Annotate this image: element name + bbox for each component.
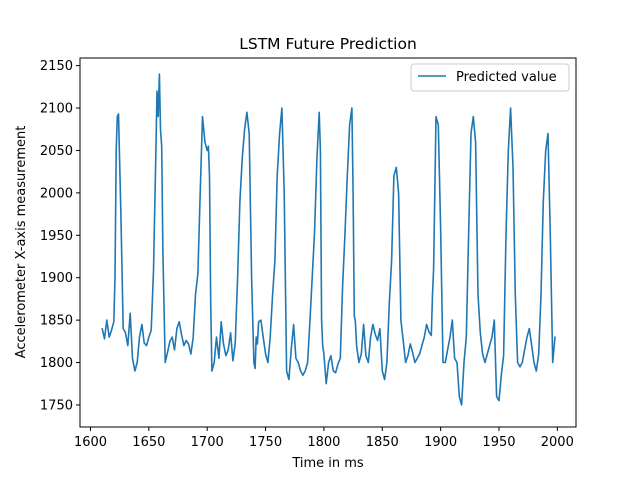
y-tick-label: 2050 [40,144,73,159]
x-axis-ticks: 1600 1650 1700 1750 1800 1850 1900 1950 2000 [74,427,574,450]
x-tick-label: 1750 [249,435,282,450]
legend-box [410,63,570,92]
y-tick-label: 2000 [40,186,73,201]
y-tick-label: 1900 [40,271,73,286]
x-tick-label: 1900 [424,435,457,450]
y-axis-label: Accelerometer X-axis measurement [14,126,29,359]
y-tick-label: 2150 [40,59,73,74]
x-tick-label: 1800 [307,435,340,450]
y-tick-label: 1950 [40,229,73,244]
plot-frame [79,57,577,428]
series-line-predicted-value [101,73,556,406]
legend-label: Predicted value [456,70,557,85]
y-tick-label: 2100 [40,102,73,117]
plot-area [101,73,556,406]
y-tick-label: 1800 [40,356,73,371]
x-tick-label: 1600 [74,435,107,450]
chart-title: LSTM Future Prediction [239,35,417,53]
x-tick-label: 1700 [191,435,224,450]
x-axis-label: Time in ms [291,456,364,471]
y-tick-label: 1850 [40,314,73,329]
x-tick-label: 2000 [541,435,574,450]
y-axis-ticks: 1750 1800 1850 1900 1950 2000 2050 2100 2150 [40,59,80,413]
x-tick-label: 1650 [132,435,165,450]
y-tick-label: 1750 [40,398,73,413]
legend: Predicted value [410,63,570,92]
x-tick-label: 1850 [366,435,399,450]
x-tick-label: 1950 [482,435,515,450]
